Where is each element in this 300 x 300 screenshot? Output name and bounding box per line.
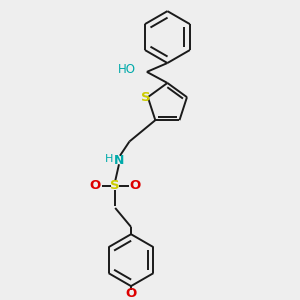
Text: O: O xyxy=(125,286,136,300)
Text: O: O xyxy=(90,179,101,192)
Text: O: O xyxy=(130,179,141,192)
Text: S: S xyxy=(110,179,120,192)
Text: H: H xyxy=(105,154,114,164)
Text: N: N xyxy=(114,154,124,167)
Text: HO: HO xyxy=(118,63,136,76)
Text: S: S xyxy=(141,91,151,104)
